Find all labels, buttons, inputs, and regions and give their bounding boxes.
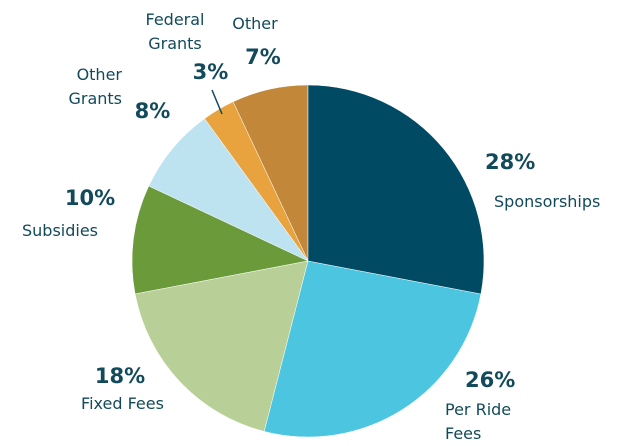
value-label: 7% <box>245 45 281 69</box>
value-label: 28% <box>485 150 536 174</box>
value-label: 8% <box>134 99 171 123</box>
pie-slice <box>263 260 482 438</box>
category-label: Other Grants <box>68 65 122 108</box>
leader-line <box>211 89 223 115</box>
category-label: Per Ride Fees <box>445 400 512 443</box>
pie-slice <box>134 260 309 432</box>
category-label: Subsidies <box>21 221 98 240</box>
value-label: 18% <box>94 364 146 388</box>
pie-slice <box>307 84 485 295</box>
category-label: Sponsorships <box>494 192 601 211</box>
pie-slice <box>148 118 309 262</box>
category-label: Federal Grants <box>145 10 205 53</box>
category-label: Fixed Fees <box>81 394 164 413</box>
pie-slice <box>131 185 309 295</box>
value-label: 26% <box>465 368 516 392</box>
value-label: 10% <box>64 186 116 210</box>
category-label: Other <box>232 14 278 33</box>
value-label: 3% <box>192 60 229 84</box>
